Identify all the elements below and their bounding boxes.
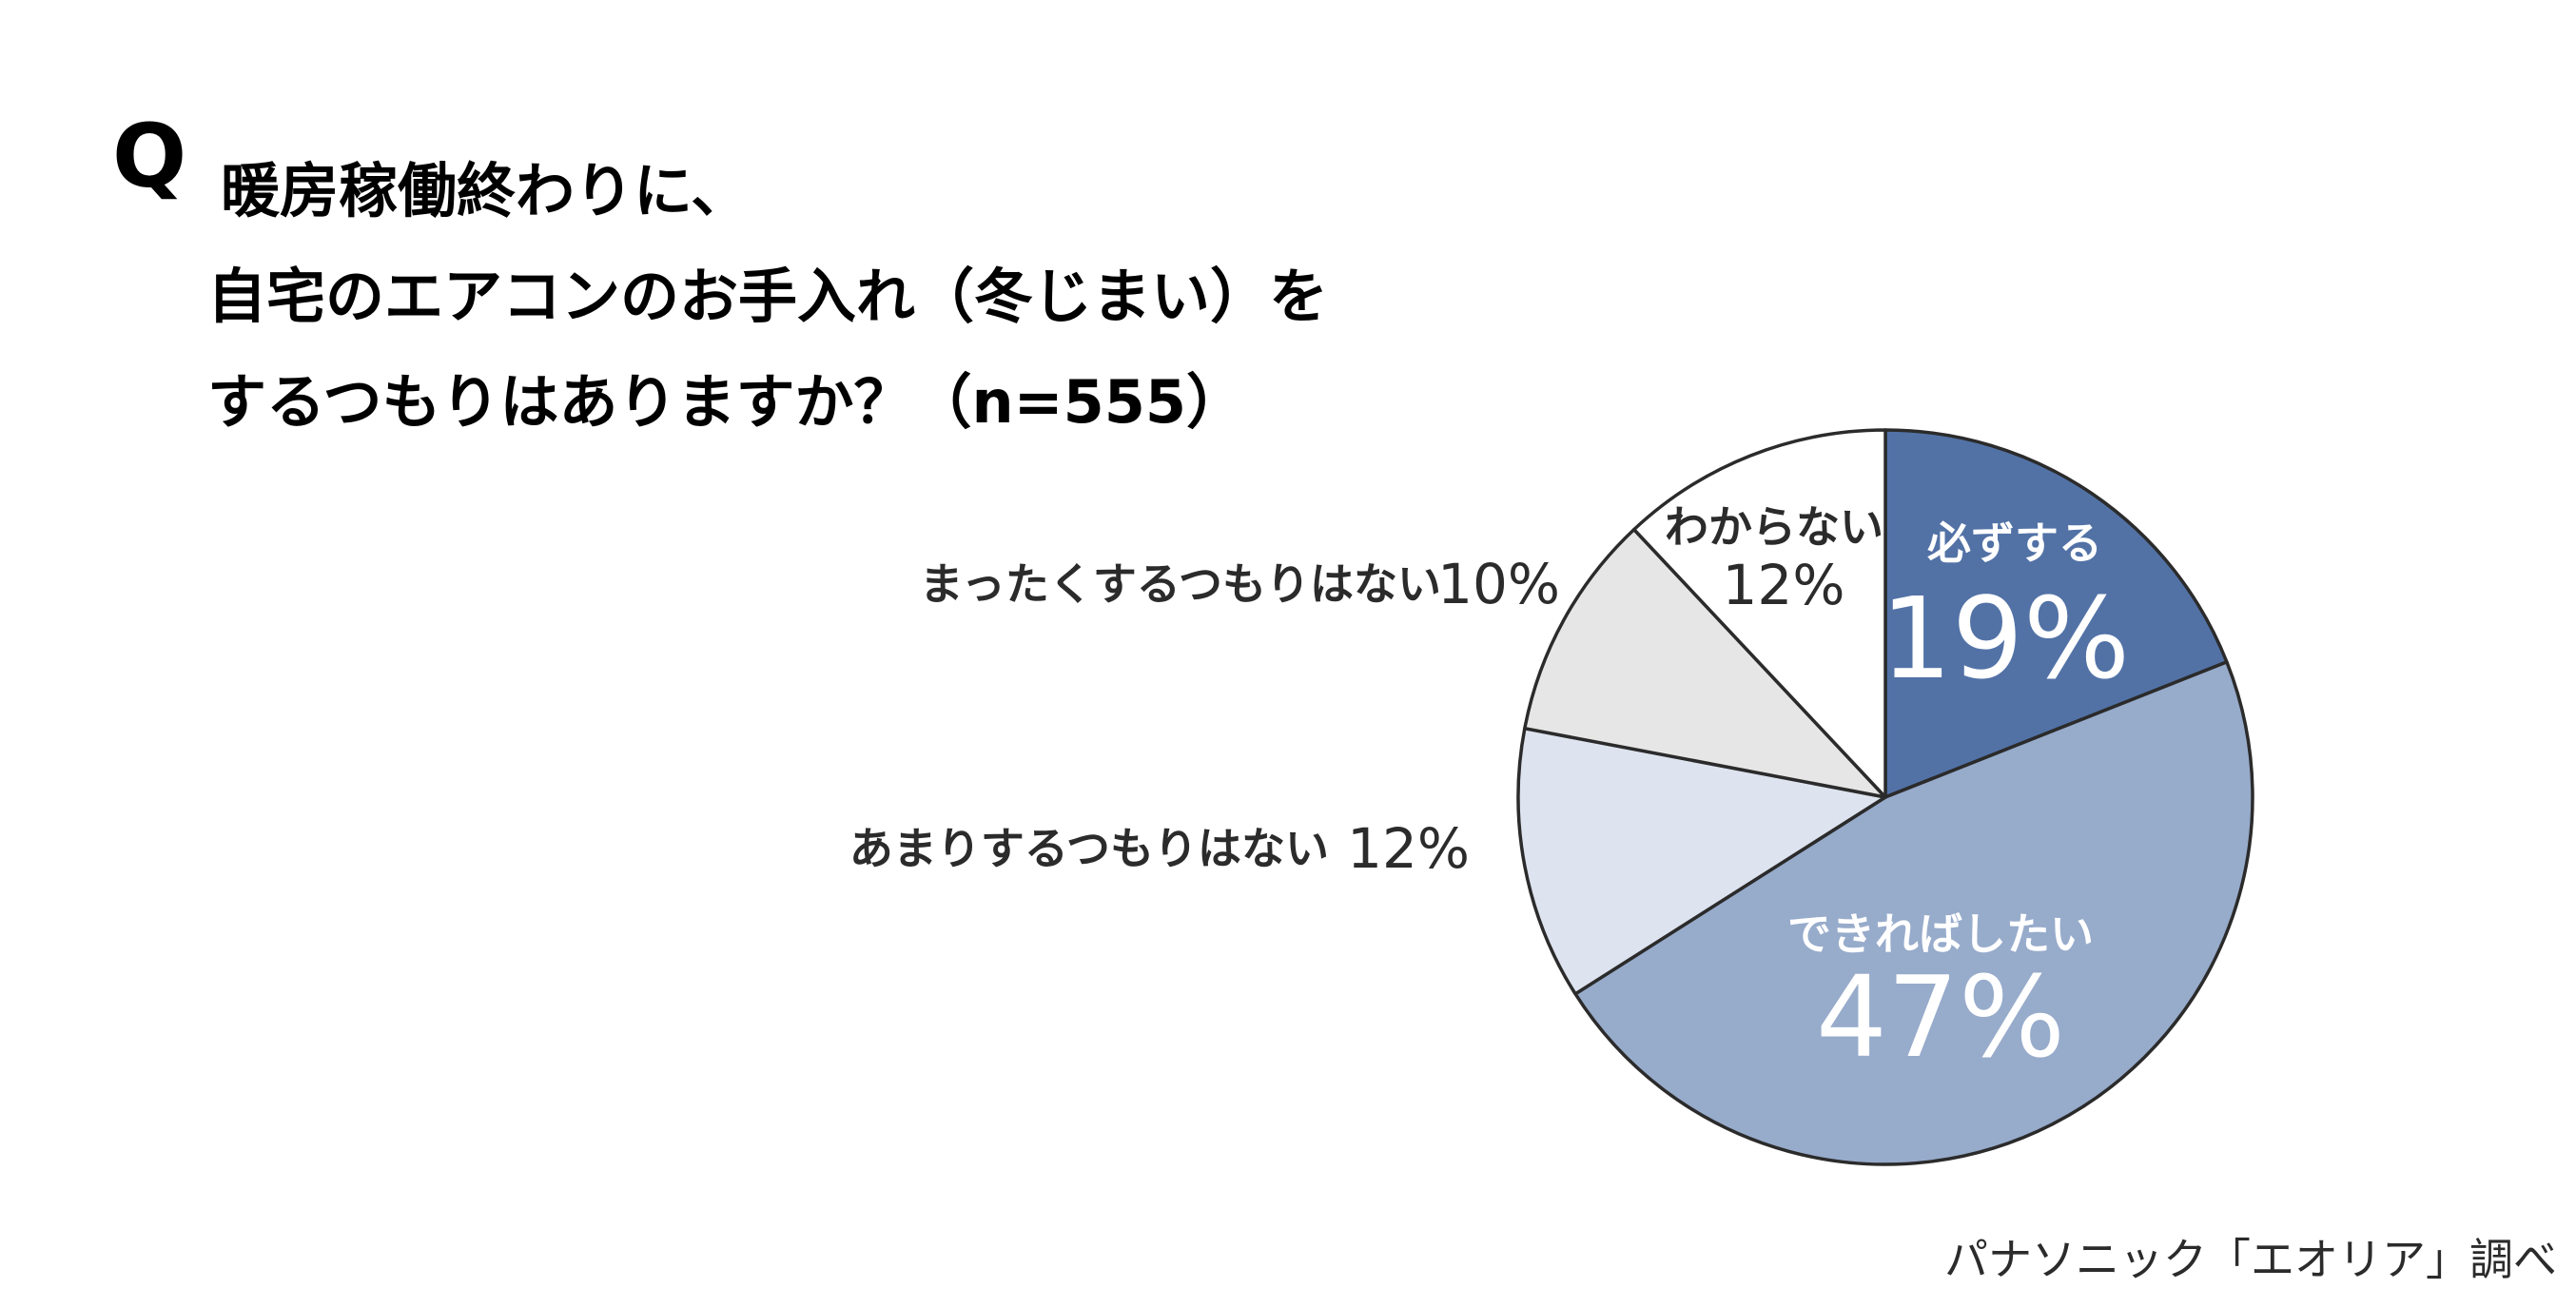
slice-value-label-1: 47% — [1816, 951, 2065, 1083]
pie-slices — [1516, 428, 2254, 1166]
question-line-2: 自宅のエアコンのお手入れ（冬じまい）を — [207, 262, 1328, 331]
pie-slice-1 — [1573, 660, 2254, 1166]
slice-label-1: できればしたい — [1787, 908, 2094, 960]
pie-slice-3 — [1523, 527, 1887, 799]
slice-value-label-3: 10% — [1437, 552, 1560, 616]
slice-label-4: わからない — [1665, 501, 1883, 553]
pie-slice-0 — [1883, 428, 2229, 799]
slice-value-label-4: 12% — [1723, 553, 1845, 617]
slice-label-3: まったくするつもりはない — [920, 558, 1441, 610]
question-line-1: 暖房稼働終わりに、 — [221, 156, 750, 225]
slice-label-2: あまりするつもりはない — [849, 823, 1329, 874]
slice-value-label-2: 12% — [1347, 816, 1470, 881]
question-mark: Q — [112, 106, 186, 207]
pie-slice-4 — [1632, 428, 1887, 799]
question-line-3: するつもりはありますか？（n=555） — [207, 367, 1245, 437]
slice-label-0: 必ずする — [1927, 517, 2102, 569]
slice-value-label-0: 19% — [1881, 573, 2130, 704]
source-note: パナソニック「エオリア」調べ — [1944, 1234, 2557, 1285]
pie-slice-2 — [1516, 726, 1887, 996]
